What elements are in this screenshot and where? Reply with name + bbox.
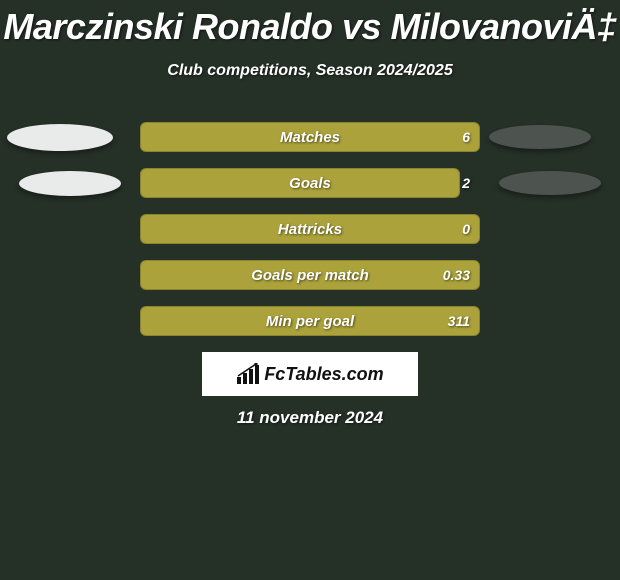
stats-block: Matches6Goals2Hattricks0Goals per match0… [0,122,620,352]
stat-label: Goals per match [0,260,620,290]
stat-value-right: 0 [462,214,470,244]
stat-row: Min per goal311 [0,306,620,352]
stat-value-right: 0.33 [443,260,470,290]
right-player-oval [499,171,601,195]
left-player-oval [19,171,121,196]
left-player-oval [7,124,113,151]
source-logo-text: FcTables.com [264,364,383,385]
stat-value-right: 6 [462,122,470,152]
fctables-chart-icon [236,363,262,385]
stat-row: Goals per match0.33 [0,260,620,306]
stat-label: Hattricks [0,214,620,244]
date-label: 11 november 2024 [0,408,620,428]
source-logo: FcTables.com [202,352,418,396]
page-subtitle: Club competitions, Season 2024/2025 [0,62,620,80]
stat-value-right: 2 [462,168,470,198]
stat-value-right: 311 [448,306,470,336]
page-title: Marczinski Ronaldo vs MilovanoviÄ‡ [0,6,620,48]
stat-label: Min per goal [0,306,620,336]
right-player-oval [489,125,591,149]
stat-row: Hattricks0 [0,214,620,260]
